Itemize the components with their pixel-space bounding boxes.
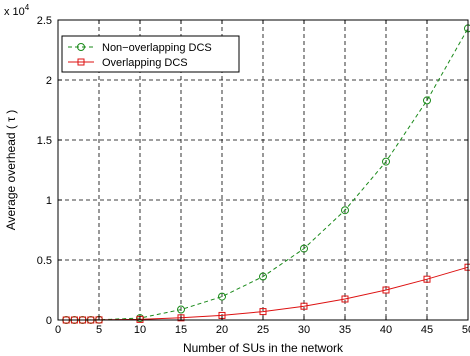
series-line-non-overlapping	[66, 28, 469, 321]
data-point-non-overlapping	[259, 272, 267, 281]
data-point-non-overlapping	[300, 244, 308, 253]
x-tick-label: 20	[216, 324, 228, 336]
data-point-overlapping	[382, 286, 390, 294]
x-tick-label: 5	[96, 324, 102, 336]
legend: Non−overlapping DCS Overlapping DCS	[61, 35, 240, 73]
data-point-non-overlapping	[341, 206, 349, 215]
y-tick-label: 1.5	[37, 135, 52, 147]
legend-marker-non-overlapping	[77, 43, 85, 51]
x-tick-label: 40	[380, 324, 392, 336]
x-tick-label: 10	[134, 324, 146, 336]
legend-box	[61, 35, 240, 73]
data-point-overlapping	[300, 302, 308, 310]
y-tick-label: 1	[46, 195, 52, 207]
data-point-overlapping	[177, 314, 185, 322]
y-axis-label: Average overhead ( τ )	[4, 110, 18, 231]
x-axis-label: Number of SUs in the network	[183, 341, 344, 355]
y-tick-label: 0.5	[37, 255, 52, 267]
data-point-overlapping	[423, 275, 431, 283]
data-point-non-overlapping	[218, 292, 226, 301]
x-tick-label: 45	[421, 324, 433, 336]
x-tick-label: 35	[339, 324, 351, 336]
data-point-non-overlapping	[177, 305, 185, 314]
x-tick-label: 0	[55, 324, 61, 336]
y-tick-label: 2	[46, 75, 52, 87]
y-tick-label: 2.5	[37, 15, 52, 27]
data-point-overlapping	[259, 308, 267, 316]
ticks: 0 5 10 15 20 25 30 35 40 45 50 0 0.5 1 1.5 2 2.5	[37, 15, 470, 336]
y-tick-label: 0	[46, 315, 52, 327]
data-point-non-overlapping	[382, 157, 390, 166]
data-point-overlapping	[341, 295, 349, 303]
x-tick-label: 25	[257, 324, 269, 336]
legend-label-overlapping: Overlapping DCS	[102, 57, 188, 69]
legend-label-non-overlapping: Non−overlapping DCS	[102, 42, 212, 54]
data-point-non-overlapping	[423, 96, 431, 105]
y-multiplier: x 104	[4, 3, 30, 18]
x-tick-label: 50	[462, 324, 470, 336]
x-tick-label: 15	[175, 324, 187, 336]
legend-marker-overlapping	[77, 58, 85, 66]
x-tick-label: 30	[298, 324, 310, 336]
